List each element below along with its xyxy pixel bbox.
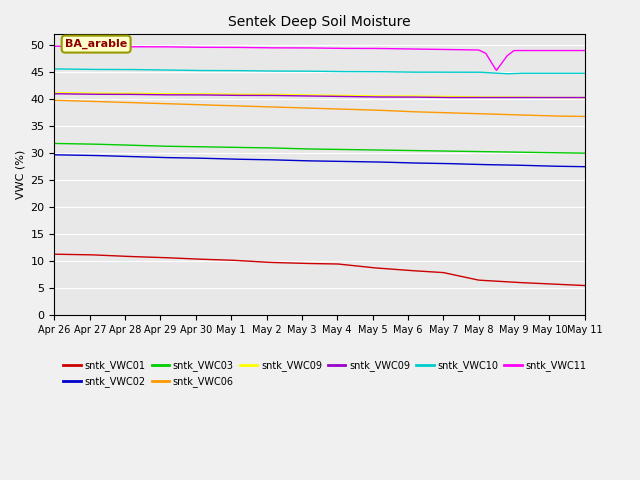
Legend: sntk_VWC01, sntk_VWC02, sntk_VWC03, sntk_VWC06, sntk_VWC09, sntk_VWC09, sntk_VWC: sntk_VWC01, sntk_VWC02, sntk_VWC03, sntk… bbox=[60, 357, 591, 391]
Title: Sentek Deep Soil Moisture: Sentek Deep Soil Moisture bbox=[228, 15, 411, 29]
Text: BA_arable: BA_arable bbox=[65, 39, 127, 49]
Y-axis label: VWC (%): VWC (%) bbox=[15, 150, 25, 199]
